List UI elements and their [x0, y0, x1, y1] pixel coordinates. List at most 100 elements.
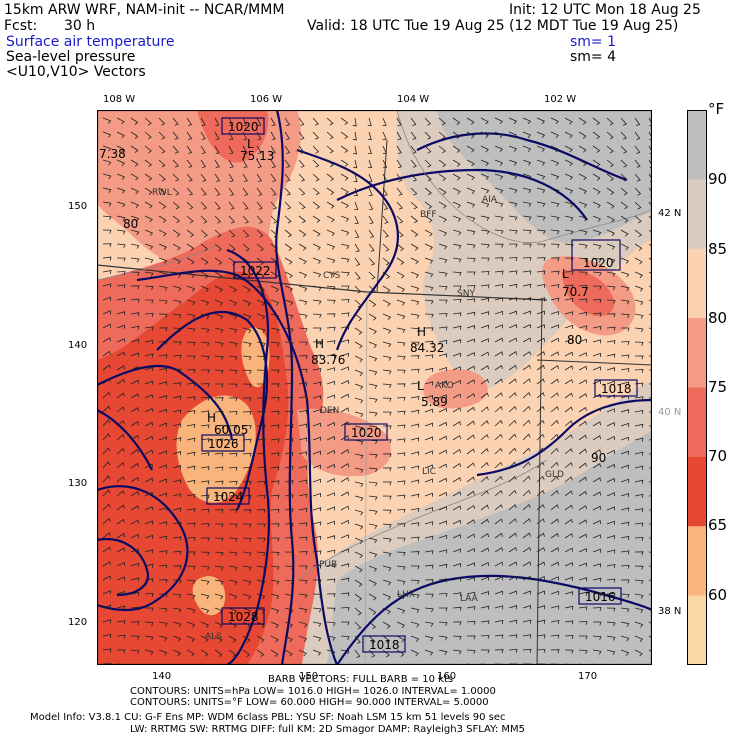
wind-barb — [620, 450, 629, 455]
wind-barb — [438, 313, 448, 318]
wind-barb — [312, 145, 320, 154]
wind-barb — [326, 394, 335, 399]
wind-barb — [284, 145, 291, 154]
wind-barb — [382, 257, 390, 266]
wind-barb — [228, 480, 238, 485]
wind-barb — [382, 453, 392, 458]
wind-barb — [270, 466, 280, 471]
wind-barb — [494, 406, 503, 413]
wind-barb — [340, 563, 350, 568]
wind-barb — [466, 338, 475, 343]
wind-barb — [634, 201, 642, 210]
wind-barb — [326, 187, 335, 195]
wind-barb — [424, 535, 434, 540]
wind-barb — [452, 548, 461, 553]
wind-barb — [242, 635, 251, 643]
wind-barb — [368, 327, 377, 335]
wind-barb — [438, 649, 448, 656]
svg-text:1022: 1022 — [240, 264, 271, 278]
wind-barb — [102, 619, 112, 624]
wind-barb — [648, 215, 652, 224]
wind-barb — [452, 131, 461, 139]
wind-barb — [172, 341, 182, 346]
wind-barb — [130, 312, 140, 317]
wind-barb — [606, 635, 616, 641]
wind-barb — [396, 159, 403, 168]
wind-barb — [200, 649, 209, 657]
wind-barb — [592, 635, 602, 641]
wind-barb — [284, 215, 292, 224]
wind-barb — [606, 215, 615, 223]
wind-barb — [256, 480, 266, 485]
wind-barb — [508, 243, 518, 248]
wind-barb — [186, 243, 195, 251]
wind-barb — [634, 396, 644, 401]
wind-barb — [522, 461, 531, 469]
wind-barb — [200, 271, 209, 279]
wind-barb — [410, 173, 418, 182]
wind-barb — [620, 381, 630, 386]
wind-barb — [634, 437, 644, 442]
wind-barb — [424, 243, 433, 251]
svg-text:RWL: RWL — [152, 188, 172, 198]
wind-barb — [606, 173, 615, 182]
wind-barb — [634, 635, 644, 642]
wind-barb — [592, 463, 601, 469]
grid-y-label-120: 120 — [68, 617, 88, 628]
wind-barb — [634, 299, 644, 306]
wind-barb — [592, 215, 602, 222]
wind-barb — [298, 313, 308, 319]
wind-barb — [354, 383, 364, 390]
wind-barb — [298, 423, 308, 428]
wind-barb — [298, 257, 307, 265]
wind-barb — [494, 490, 503, 497]
wind-barb — [536, 619, 546, 624]
wind-barb — [410, 551, 420, 556]
wind-barb — [536, 576, 545, 581]
wind-barb — [242, 649, 251, 658]
wind-barb — [410, 451, 420, 456]
wind-barb — [130, 491, 139, 497]
wind-barb — [578, 352, 587, 357]
wind-barb — [536, 201, 546, 207]
wind-barb — [298, 285, 308, 292]
wind-barb — [242, 215, 249, 224]
wind-barb — [578, 548, 587, 553]
wind-barb — [536, 257, 546, 262]
high-value: 83.76 — [311, 353, 345, 367]
wind-barb — [438, 243, 448, 250]
svg-text:7.38: 7.38 — [99, 147, 126, 161]
wind-barb — [522, 310, 531, 315]
wind-barb — [312, 564, 322, 569]
wind-barb — [298, 493, 308, 498]
wind-barb — [410, 635, 420, 642]
wind-barb — [242, 369, 252, 374]
wind-barb — [424, 478, 433, 483]
wind-barb — [550, 324, 559, 329]
map-frame — [97, 110, 652, 665]
wind-barb — [187, 355, 196, 360]
wind-barb — [606, 649, 616, 656]
wind-barb — [480, 420, 489, 427]
wind-barb — [550, 297, 560, 302]
wind-barb — [592, 407, 601, 413]
wind-barb — [508, 605, 518, 610]
wind-barb — [284, 537, 294, 542]
wind-barb — [242, 607, 252, 614]
svg-text:1028: 1028 — [228, 610, 259, 624]
wind-barb — [536, 173, 546, 180]
wind-barb — [620, 492, 629, 497]
wind-barb — [298, 243, 307, 251]
wind-barb — [130, 257, 140, 263]
wind-barb — [424, 117, 432, 126]
wind-barb — [466, 448, 475, 455]
wind-barb — [298, 131, 305, 140]
wind-barb — [550, 447, 559, 455]
wind-barb — [340, 117, 349, 126]
wind-barb — [438, 215, 447, 223]
wind-barb — [368, 495, 378, 501]
wind-barb — [312, 271, 322, 278]
wind-barb — [578, 215, 588, 222]
wind-barb — [438, 578, 448, 583]
wind-barb — [200, 299, 210, 306]
